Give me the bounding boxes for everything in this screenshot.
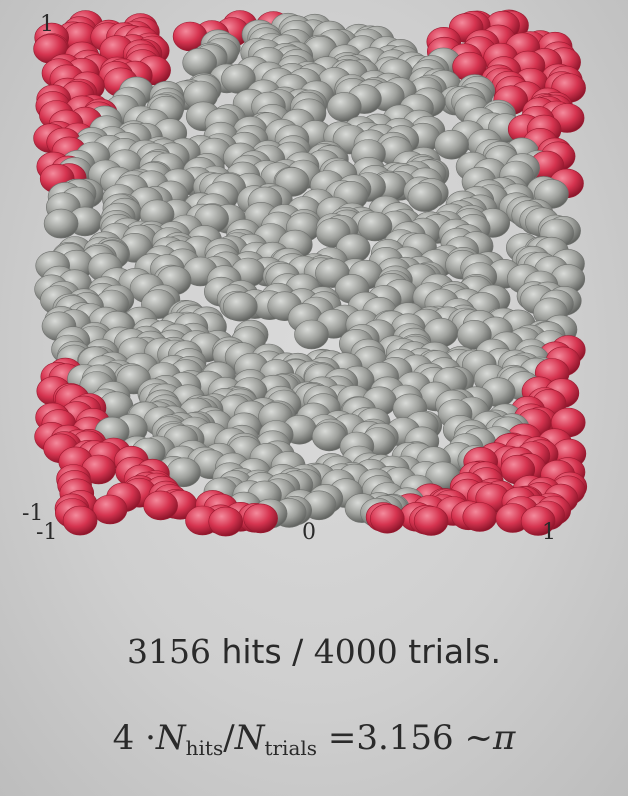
- pi-estimate-formula: 4 ·Nhits/Ntrials =3.156 ~π: [0, 718, 628, 760]
- hit-point: [223, 291, 258, 322]
- formula-prefix: 4 ·: [112, 718, 156, 758]
- miss-point: [243, 503, 278, 534]
- miss-point: [462, 502, 498, 532]
- x-tick-middle: 0: [302, 520, 316, 545]
- hit-point: [326, 92, 362, 122]
- formula-trials-subscript: trials: [264, 736, 318, 760]
- formula-hits-subscript: hits: [185, 736, 224, 760]
- monte-carlo-scatter-plot: [33, 9, 588, 537]
- hit-point: [43, 208, 79, 239]
- hit-point: [294, 319, 329, 350]
- hits-caption: 3156 hits / 4000 trials.: [0, 632, 628, 671]
- miss-point: [520, 506, 556, 536]
- formula-slash: /: [223, 718, 235, 758]
- trials-label: trials.: [397, 632, 502, 671]
- formula-approx: ~: [453, 718, 493, 758]
- hit-point: [407, 182, 443, 212]
- miss-point: [143, 490, 178, 521]
- y-tick-bottom: -1: [22, 501, 44, 526]
- formula-equals: =: [317, 718, 357, 758]
- hit-point: [434, 129, 469, 160]
- trials-count: 4000: [313, 632, 398, 671]
- hits-label: hits /: [210, 632, 314, 671]
- scatter-points: [33, 9, 588, 537]
- hits-count: 3156: [126, 632, 211, 671]
- miss-point: [208, 506, 243, 537]
- miss-point: [369, 503, 405, 534]
- y-tick-top: 1: [40, 12, 54, 37]
- x-tick-left: -1: [36, 520, 58, 545]
- miss-point: [62, 505, 98, 536]
- miss-point: [413, 506, 449, 536]
- formula-n-hits: N: [155, 718, 186, 758]
- pi-symbol: π: [492, 718, 516, 758]
- formula-n-trials: N: [234, 718, 265, 758]
- pi-estimate-value: 3.156: [356, 718, 454, 758]
- x-tick-right: 1: [542, 520, 556, 545]
- miss-point: [92, 494, 128, 525]
